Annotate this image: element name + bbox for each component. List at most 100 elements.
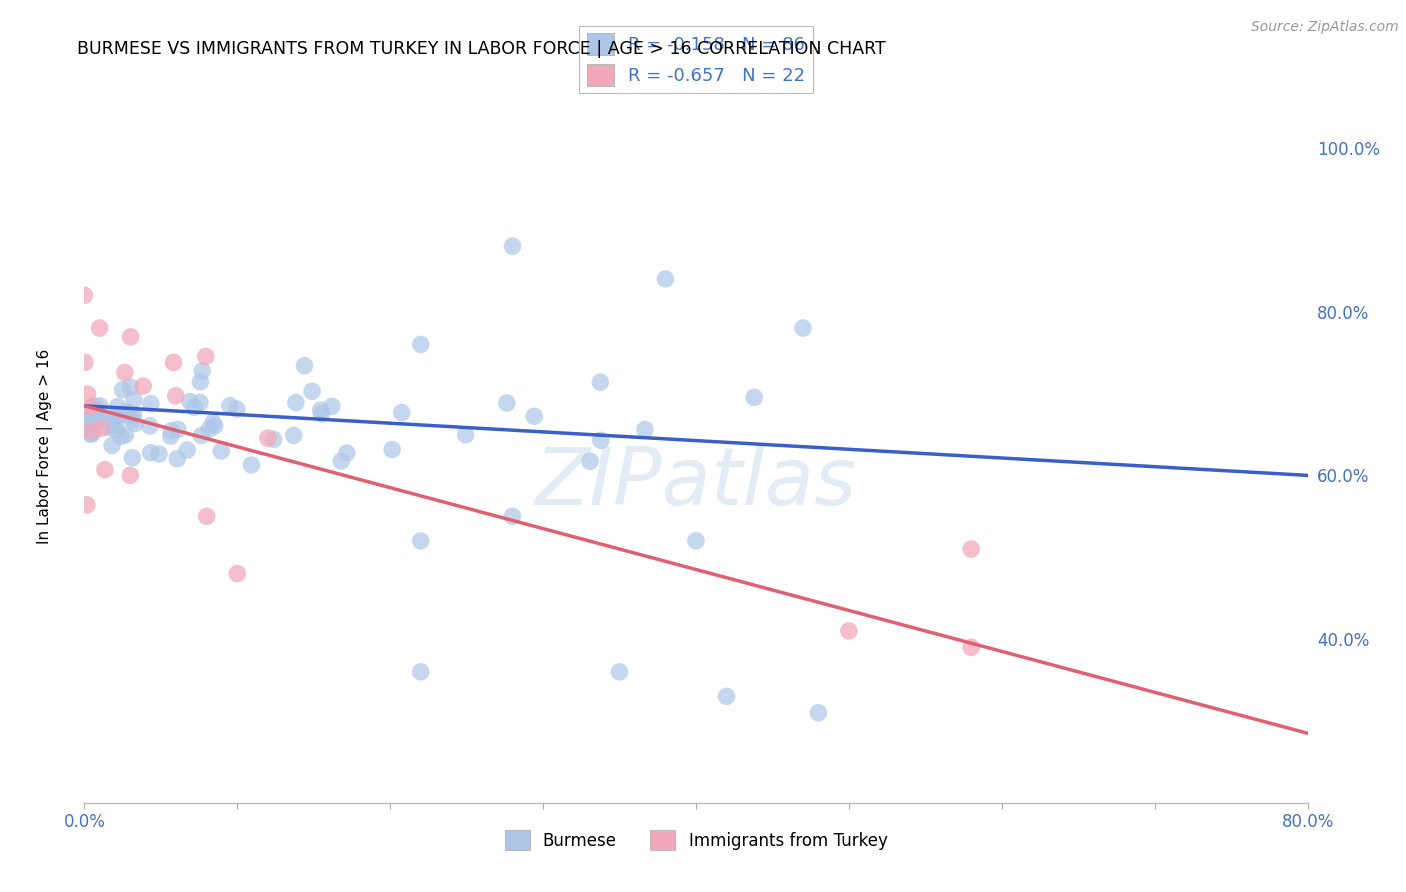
- Point: [89, 399, 111, 413]
- Point: [523, 409, 546, 424]
- Point: [309, 403, 332, 417]
- Point: [148, 447, 170, 461]
- Point: [110, 429, 132, 443]
- Point: [201, 416, 224, 430]
- Point: [589, 434, 612, 448]
- Point: [204, 418, 226, 433]
- Point: [838, 624, 860, 638]
- Point: [195, 509, 218, 524]
- Point: [122, 392, 145, 407]
- Point: [90, 411, 112, 425]
- Point: [330, 454, 353, 468]
- Point: [191, 364, 214, 378]
- Point: [100, 417, 122, 431]
- Point: [226, 566, 249, 581]
- Point: [502, 509, 524, 524]
- Point: [685, 533, 707, 548]
- Point: [579, 454, 602, 468]
- Point: [742, 390, 765, 404]
- Point: [103, 413, 125, 427]
- Point: [166, 422, 188, 436]
- Point: [198, 422, 221, 436]
- Point: [609, 665, 631, 679]
- Point: [219, 399, 242, 413]
- Point: [183, 401, 205, 415]
- Point: [654, 272, 676, 286]
- Point: [132, 379, 155, 393]
- Point: [454, 427, 477, 442]
- Point: [104, 418, 127, 433]
- Point: [209, 444, 232, 458]
- Point: [225, 402, 247, 417]
- Point: [139, 396, 162, 410]
- Point: [76, 387, 98, 401]
- Point: [336, 446, 359, 460]
- Point: [391, 406, 413, 420]
- Point: [111, 383, 134, 397]
- Point: [122, 408, 145, 422]
- Point: [89, 321, 111, 335]
- Point: [120, 330, 142, 344]
- Point: [294, 359, 316, 373]
- Point: [166, 451, 188, 466]
- Point: [263, 433, 285, 447]
- Point: [409, 533, 432, 548]
- Point: [117, 405, 139, 419]
- Point: [139, 446, 162, 460]
- Point: [77, 422, 100, 436]
- Point: [73, 355, 96, 369]
- Point: [120, 468, 142, 483]
- Point: [120, 380, 142, 394]
- Point: [194, 350, 217, 364]
- Point: [87, 402, 110, 417]
- Text: BURMESE VS IMMIGRANTS FROM TURKEY IN LABOR FORCE | AGE > 16 CORRELATION CHART: BURMESE VS IMMIGRANTS FROM TURKEY IN LAB…: [77, 40, 886, 58]
- Point: [76, 498, 98, 512]
- Point: [409, 337, 432, 351]
- Point: [114, 366, 136, 380]
- Point: [103, 409, 125, 424]
- Point: [83, 399, 105, 413]
- Point: [80, 426, 103, 441]
- Point: [381, 442, 404, 457]
- Point: [321, 399, 343, 413]
- Point: [162, 355, 184, 369]
- Point: [716, 690, 738, 704]
- Point: [94, 463, 117, 477]
- Text: ZIPatlas: ZIPatlas: [534, 443, 858, 522]
- Point: [79, 414, 101, 428]
- Point: [190, 375, 212, 389]
- Point: [98, 413, 121, 427]
- Point: [159, 429, 181, 443]
- Point: [111, 408, 134, 422]
- Point: [257, 431, 280, 445]
- Point: [79, 401, 101, 415]
- Point: [76, 409, 98, 424]
- Point: [634, 423, 657, 437]
- Point: [589, 375, 612, 389]
- Point: [86, 408, 108, 422]
- Point: [90, 421, 112, 435]
- Point: [502, 239, 524, 253]
- Point: [121, 412, 143, 426]
- Point: [165, 389, 187, 403]
- Point: [960, 640, 983, 655]
- Point: [114, 428, 136, 442]
- Point: [179, 394, 201, 409]
- Point: [107, 400, 129, 414]
- Point: [101, 438, 124, 452]
- Point: [495, 396, 517, 410]
- Point: [240, 458, 263, 472]
- Point: [96, 420, 118, 434]
- Point: [139, 418, 162, 433]
- Text: In Labor Force | Age > 16: In Labor Force | Age > 16: [37, 349, 53, 543]
- Point: [79, 413, 101, 427]
- Text: Source: ZipAtlas.com: Source: ZipAtlas.com: [1251, 20, 1399, 34]
- Point: [120, 408, 142, 422]
- Point: [409, 665, 432, 679]
- Point: [960, 542, 983, 557]
- Point: [160, 424, 183, 438]
- Point: [121, 450, 143, 465]
- Legend: Burmese, Immigrants from Turkey: Burmese, Immigrants from Turkey: [498, 823, 894, 857]
- Point: [188, 395, 211, 409]
- Point: [284, 395, 307, 409]
